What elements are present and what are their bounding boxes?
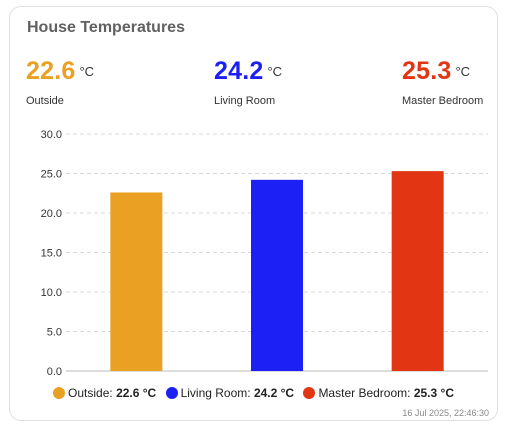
y-tick-label: 5.0 [47, 327, 62, 339]
bar-master-bedroom [391, 171, 444, 371]
y-tick-label: 0.0 [47, 366, 62, 378]
bar-outside [110, 192, 163, 371]
bar-chart: 0.0 5.0 10.0 15.0 20.0 25.0 30.0 [41, 129, 488, 378]
legend-item-outside[interactable]: Outside: 22.6 °C [53, 386, 156, 400]
reading-name: Living Room [214, 95, 276, 107]
temperature-card: House Temperatures 22.6 °C Outside 24.2 °C… [9, 6, 498, 421]
y-tick-label: 10.0 [41, 287, 62, 299]
reading-name: Outside [26, 95, 64, 107]
reading-outside[interactable]: 22.6 °C Outside [26, 57, 95, 107]
reading-value: 22.6 [26, 57, 76, 85]
reading-value: 24.2 [214, 57, 264, 85]
reading-name: Master Bedroom [402, 95, 484, 107]
reading-unit: °C [267, 64, 283, 79]
bar-living-room [251, 179, 303, 371]
legend-label: Master Bedroom: [318, 386, 411, 400]
chart-legend: Outside: 22.6 °C Living Room: 24.2 °C Ma… [10, 386, 497, 400]
legend-value: 25.3 °C [413, 386, 454, 400]
legend-marker [53, 387, 66, 399]
legend-marker [165, 387, 178, 399]
y-tick-label: 20.0 [41, 208, 62, 220]
last-updated-timestamp: 16 Jul 2025, 22:46:30 [402, 408, 489, 418]
y-tick-label: 25.0 [41, 169, 62, 181]
reading-master-bedroom[interactable]: 25.3 °C Master Bedroom [402, 57, 483, 107]
card-title: House Temperatures [27, 19, 185, 36]
y-tick-label: 15.0 [41, 248, 62, 260]
legend-marker [303, 387, 316, 399]
reading-living-room[interactable]: 24.2 °C Living Room [214, 57, 283, 107]
legend-item-living-room[interactable]: Living Room: 24.2 °C [165, 386, 295, 400]
legend-label: Living Room: [180, 386, 251, 400]
y-tick-label: 30.0 [41, 129, 62, 141]
legend-value: 24.2 °C [253, 386, 295, 400]
legend-label: Outside: [68, 386, 113, 400]
reading-value: 25.3 [402, 57, 452, 85]
legend-value: 22.6 °C [116, 386, 157, 400]
reading-unit: °C [455, 64, 471, 79]
reading-unit: °C [79, 64, 95, 79]
legend-item-master-bedroom[interactable]: Master Bedroom: 25.3 °C [303, 386, 454, 400]
